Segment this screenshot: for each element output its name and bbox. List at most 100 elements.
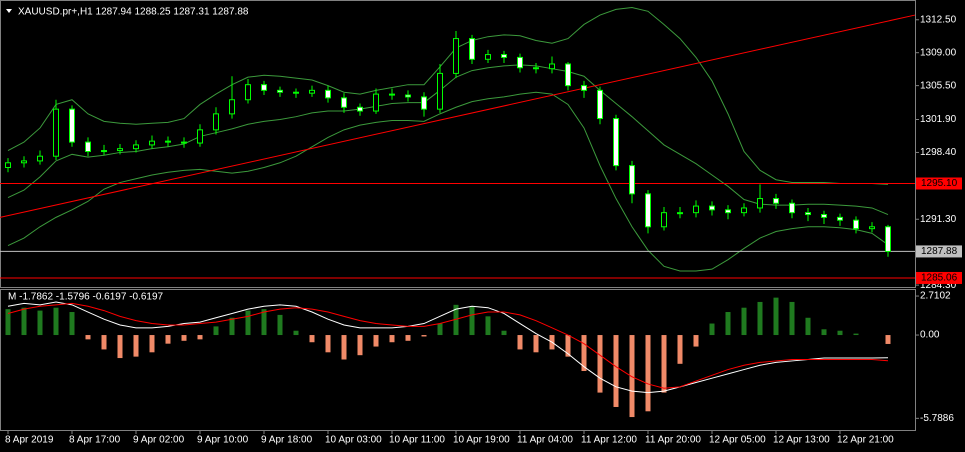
candle-body: [277, 89, 283, 93]
histogram-bar: [805, 317, 811, 336]
histogram-bar: [645, 335, 651, 412]
candle-body: [309, 89, 315, 94]
candle-body: [5, 162, 11, 168]
histogram-bar: [757, 301, 763, 336]
histogram-bar: [453, 304, 459, 336]
histogram-bar: [597, 335, 603, 393]
x-tick-label: 10 Apr 11:00: [389, 435, 445, 446]
x-tick-label: 12 Apr 05:00: [709, 435, 766, 446]
candle-body: [21, 160, 27, 164]
candle-body: [869, 226, 875, 230]
histogram-bar: [373, 335, 379, 347]
candle-body: [805, 212, 811, 216]
price-level-label: 1285.06: [921, 273, 958, 284]
candle-body: [693, 205, 699, 214]
macd-line: [7, 302, 889, 389]
histogram-bar: [37, 310, 43, 336]
histogram-bar: [229, 317, 235, 336]
candle-body: [213, 113, 219, 131]
candle-body: [389, 93, 395, 96]
candle-body: [757, 198, 763, 209]
candle-body: [69, 108, 75, 143]
candle-body: [741, 207, 747, 214]
histogram-bar: [629, 335, 635, 418]
y-tick-label: -5.7886: [920, 413, 954, 424]
histogram-bar: [309, 335, 315, 343]
histogram-bar: [501, 330, 507, 336]
histogram-bar: [437, 323, 443, 336]
price-level-label: 1295.10: [921, 178, 958, 189]
candle-body: [613, 118, 619, 167]
histogram-bar: [773, 297, 779, 336]
candle-body: [821, 214, 827, 218]
bollinger-line: [7, 7, 889, 185]
histogram-bar: [405, 335, 411, 341]
macd-pane: [0, 289, 916, 431]
x-tick-label: 11 Apr 12:00: [581, 435, 637, 446]
candle-body: [117, 148, 123, 152]
candle-body: [501, 54, 507, 58]
histogram-bar: [565, 335, 571, 357]
candle-body: [837, 216, 843, 221]
bollinger-line: [7, 64, 889, 216]
candle-body: [677, 212, 683, 215]
histogram-bar: [789, 301, 795, 336]
x-tick-label: 9 Apr 10:00: [197, 435, 249, 446]
histogram-bar: [485, 316, 491, 336]
candle-body: [133, 144, 139, 150]
candle-body: [709, 205, 715, 211]
histogram-bar: [21, 307, 27, 336]
candle-body: [197, 129, 203, 144]
indicator-title: M -1.7862 -1.5796 -0.6197 -0.6197: [8, 292, 164, 303]
candle-body: [181, 141, 187, 144]
histogram-bar: [533, 335, 539, 353]
candle-body: [485, 54, 491, 60]
candle-body: [629, 165, 635, 195]
price-level-label: 1287.88: [921, 246, 958, 257]
x-tick-label: 10 Apr 19:00: [453, 435, 510, 446]
candle-body: [725, 209, 731, 214]
y-tick-label: 1305.50: [920, 80, 957, 91]
candle-body: [149, 140, 155, 146]
candle-body: [789, 202, 795, 214]
candle-body: [229, 99, 235, 115]
candle-body: [357, 106, 363, 112]
candle-body: [293, 91, 299, 94]
histogram-bar: [69, 312, 75, 336]
histogram-bar: [613, 335, 619, 407]
histogram-bar: [325, 335, 331, 353]
histogram-bar: [341, 335, 347, 360]
histogram-bar: [117, 335, 123, 359]
histogram-bar: [469, 306, 475, 336]
histogram-bar: [133, 335, 139, 357]
histogram-bar: [661, 335, 667, 393]
candle-body: [581, 85, 587, 91]
chart-title: XAUUSD.pr+,H1 1287.94 1288.25 1287.31 12…: [18, 7, 249, 18]
x-tick-label: 12 Apr 13:00: [773, 435, 830, 446]
bollinger-line: [7, 91, 889, 272]
candle-body: [85, 141, 91, 152]
candle-body: [645, 193, 651, 228]
histogram-bar: [261, 309, 267, 336]
histogram-bar: [885, 335, 891, 344]
candle-body: [853, 219, 859, 230]
y-tick-label: 1312.50: [920, 14, 957, 25]
y-tick-label: 1301.90: [920, 114, 957, 125]
histogram-bar: [197, 335, 203, 340]
y-tick-label: 1291.30: [920, 214, 957, 225]
histogram-bar: [53, 307, 59, 336]
histogram-bar: [389, 335, 395, 343]
x-tick-label: 12 Apr 21:00: [837, 435, 894, 446]
price-level-box: [916, 177, 962, 190]
candle-body: [885, 226, 891, 252]
price-level-box: [916, 245, 962, 258]
histogram-bar: [677, 335, 683, 364]
y-tick-label: 1284.30: [920, 280, 957, 291]
histogram-bar: [293, 330, 299, 336]
histogram-bar: [165, 335, 171, 344]
menu-arrow[interactable]: [6, 9, 12, 13]
histogram-bar: [837, 330, 843, 336]
histogram-bar: [213, 326, 219, 336]
